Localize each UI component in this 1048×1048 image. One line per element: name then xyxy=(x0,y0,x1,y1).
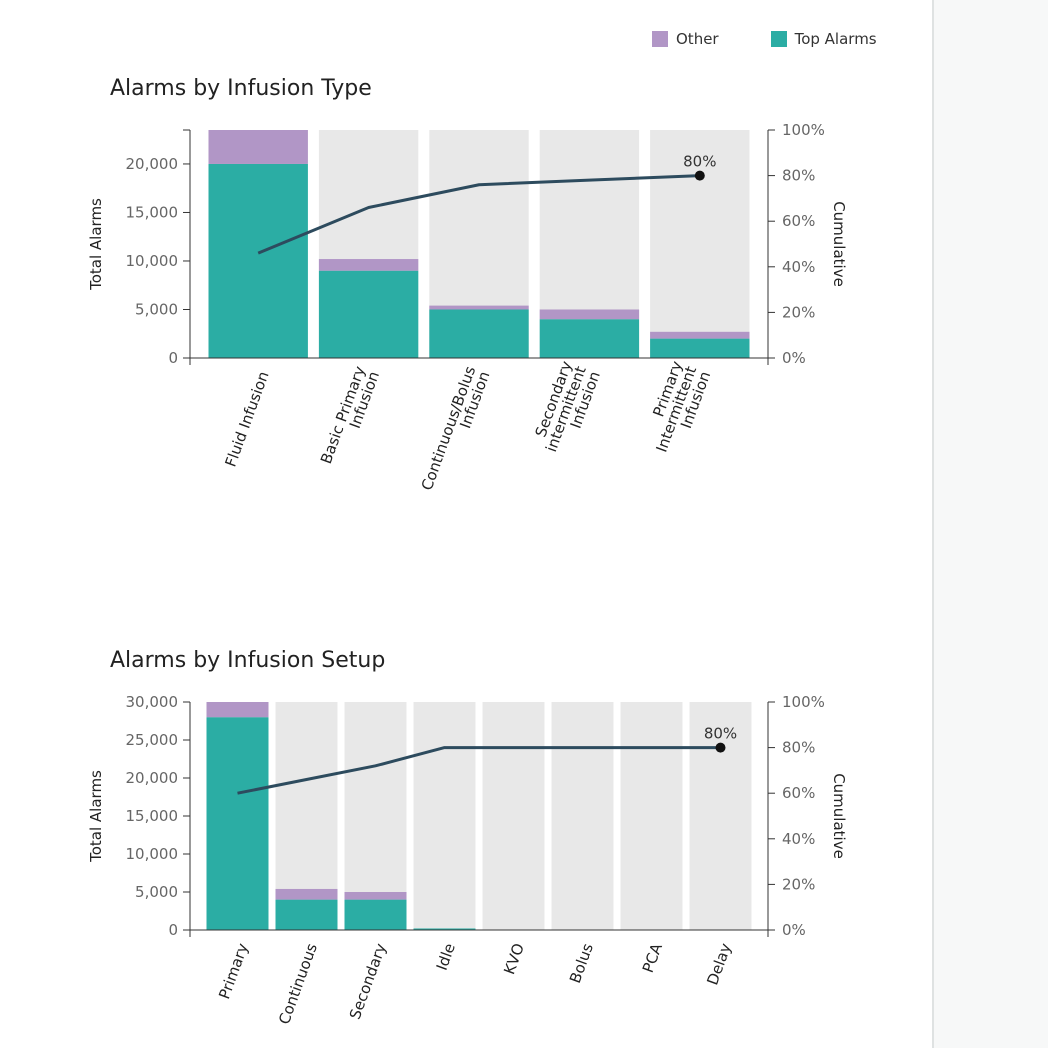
cumulative-marker-label: 80% xyxy=(683,153,716,171)
y-tick-label: 30,000 xyxy=(126,693,179,711)
x-tick-label: KVO xyxy=(500,941,528,977)
x-tick-label-line: PCA xyxy=(639,940,666,975)
bar-top-alarms xyxy=(318,270,419,358)
bar-background xyxy=(650,130,750,358)
bar-top-alarms xyxy=(206,717,269,930)
cumulative-line xyxy=(257,174,700,255)
bar-background xyxy=(620,702,683,930)
y2-tick-label: 40% xyxy=(782,258,815,276)
x-tick-label: Delay xyxy=(703,941,735,988)
cumulative-line xyxy=(237,746,721,795)
bar-top-alarms xyxy=(650,338,750,358)
y-tick-label: 10,000 xyxy=(126,252,179,270)
cumulative-marker-label: 80% xyxy=(704,725,737,743)
x-tick-label-line: Fluid Infusion xyxy=(221,369,272,469)
y2-tick-label: 60% xyxy=(782,212,815,230)
y2-tick-label: 20% xyxy=(782,303,815,321)
y2-tick-label: 80% xyxy=(782,167,815,185)
y-tick-label: 20,000 xyxy=(126,769,179,787)
bar-top-alarms xyxy=(344,899,407,930)
legend-label-other: Other xyxy=(676,30,719,48)
y-tick-label: 15,000 xyxy=(126,807,179,825)
y-tick-label: 25,000 xyxy=(126,731,179,749)
y-tick-label: 20,000 xyxy=(126,155,179,173)
bar-background xyxy=(413,702,476,930)
y2-tick-label: 20% xyxy=(782,875,815,893)
x-tick-label: Secondary xyxy=(346,941,390,1022)
bar-background xyxy=(551,702,614,930)
y-tick-label: 15,000 xyxy=(126,203,179,221)
x-tick-label-line: Continuous xyxy=(275,941,321,1027)
chart-legend: Other Top Alarms xyxy=(652,30,877,48)
y2-tick-label: 0% xyxy=(782,349,806,367)
y2-axis-title: Cumulative xyxy=(830,773,848,859)
y2-tick-label: 100% xyxy=(782,121,825,139)
legend-swatch-other xyxy=(652,31,668,47)
chart-infusion-setup: 0 5,000 10,000 15,000 20,000 25,000 30,000 0% 20… xyxy=(87,693,848,1027)
x-tick-label: Continuous xyxy=(275,941,321,1027)
cumulative-marker xyxy=(694,170,705,181)
y2-tick-label: 0% xyxy=(782,921,806,939)
bar-other xyxy=(208,130,308,164)
y2-axis-title: Cumulative xyxy=(830,201,848,287)
y-axis-title: Total Alarms xyxy=(87,770,105,863)
legend-swatch-top-alarms xyxy=(770,31,787,47)
y-tick-label: 10,000 xyxy=(126,845,179,863)
x-tick-label-line: Delay xyxy=(703,941,735,988)
y2-tick-label: 40% xyxy=(782,830,815,848)
y-tick-label: 0 xyxy=(168,921,178,939)
bar-other xyxy=(344,892,407,900)
x-tick-label: Fluid Infusion xyxy=(221,369,272,469)
y-tick-label: 5,000 xyxy=(135,300,178,318)
chart-title-infusion-setup: Alarms by Infusion Setup xyxy=(110,648,386,673)
bar-other xyxy=(650,331,750,339)
x-tick-label-line: KVO xyxy=(500,941,528,977)
bar-other xyxy=(318,259,419,271)
x-tick-label: PCA xyxy=(639,940,666,975)
bar-other xyxy=(539,309,640,320)
cumulative-marker xyxy=(715,742,726,753)
chart-infusion-type: 0 5,000 10,000 15,000 20,000 0% 20% 40% 60% 80% 10… xyxy=(87,121,848,493)
bar-top-alarms xyxy=(413,928,476,930)
y-axis-title: Total Alarms xyxy=(87,198,105,291)
x-tick-label: Primary xyxy=(215,941,252,1002)
chart-title-infusion-type: Alarms by Infusion Type xyxy=(110,76,372,101)
scrollbar-track[interactable] xyxy=(932,0,1048,1048)
y2-tick-label: 60% xyxy=(782,784,815,802)
legend-item-other[interactable]: Other xyxy=(652,30,719,48)
y2-tick-label: 100% xyxy=(782,693,825,711)
x-tick-label-line: Idle xyxy=(433,941,459,973)
y-tick-label: 5,000 xyxy=(135,883,178,901)
x-tick-label: Bolus xyxy=(566,941,597,986)
bar-other xyxy=(206,702,269,718)
y2-tick-label: 80% xyxy=(782,739,815,757)
x-tick-label-line: Primary xyxy=(215,941,252,1002)
legend-item-top-alarms[interactable]: Top Alarms xyxy=(770,30,877,48)
bar-other xyxy=(275,888,338,900)
legend-label-top-alarms: Top Alarms xyxy=(794,30,877,48)
scrollbar-divider xyxy=(932,0,934,1048)
x-tick-label: Idle xyxy=(433,941,459,973)
bar-top-alarms xyxy=(539,319,640,358)
bar-background xyxy=(482,702,545,930)
x-tick-label-line: Bolus xyxy=(566,941,597,986)
bar-top-alarms xyxy=(429,309,529,358)
bar-top-alarms xyxy=(208,163,308,358)
bar-other xyxy=(429,305,529,310)
x-tick-label-line: Secondary xyxy=(346,941,390,1022)
bar-background xyxy=(689,702,752,930)
bar-top-alarms xyxy=(275,899,338,930)
y-tick-label: 0 xyxy=(168,349,178,367)
